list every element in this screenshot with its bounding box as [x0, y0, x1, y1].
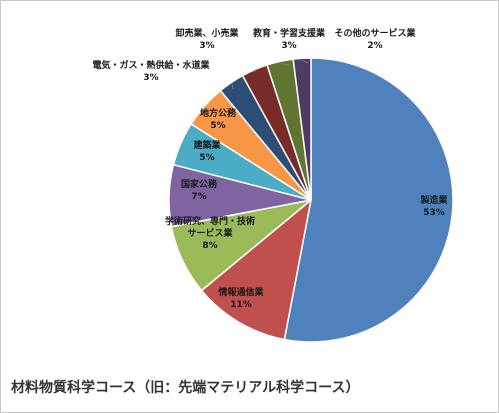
- slice-label-national-civil-service: 国家公務 7%: [181, 178, 218, 202]
- slice-percent-construction: 5%: [199, 153, 214, 163]
- slice-label-education: 教育・学習支援業 3%: [252, 27, 326, 51]
- slice-label-wholesale-retail: 卸売業、小売業 3%: [175, 27, 239, 51]
- pie-chart: 製造業 53% 情報通信業 11% 学術研究、専門・技術サービス業 8% 国家公務 7% 建築業…: [92, 27, 454, 343]
- pie-slice-ict: [200, 198, 313, 341]
- slice-name-academic-research: サービス業: [187, 227, 233, 239]
- pie-slice-manufacturing: [283, 57, 454, 343]
- slice-label-manufacturing: 製造業 53%: [419, 194, 448, 218]
- leader-line-other-services: [302, 59, 309, 64]
- slice-percent-wholesale-retail: 3%: [199, 41, 214, 51]
- pie-slices: [168, 57, 454, 343]
- slice-label-utilities: 電気・ガス・熱供給・水道業 3%: [92, 59, 210, 83]
- slice-label-local-civil-service: 地方公務 5%: [200, 107, 237, 131]
- slice-percent-utilities: 3%: [143, 73, 158, 83]
- slice-labels: 製造業 53% 情報通信業 11% 学術研究、専門・技術サービス業 8% 国家公務 7% 建築業…: [92, 27, 448, 310]
- slice-name-local-civil-service: 地方公務: [200, 107, 237, 119]
- slice-percent-manufacturing: 53%: [423, 208, 445, 218]
- slice-percent-ict: 11%: [230, 300, 252, 310]
- slice-name-manufacturing: 製造業: [419, 194, 448, 206]
- leader-line-utilities: [231, 84, 234, 90]
- leader-line-wholesale-retail: [255, 68, 257, 72]
- chart-caption: 材料物質科学コース（旧：先端マテリアル科学コース）: [11, 380, 360, 396]
- slice-percent-other-services: 2%: [367, 41, 382, 51]
- slice-name-wholesale-retail: 卸売業、小売業: [175, 27, 239, 39]
- slice-name-national-civil-service: 国家公務: [181, 178, 218, 190]
- slice-percent-academic-research: 8%: [202, 241, 217, 251]
- slice-name-other-services: その他のサービス業: [334, 27, 416, 39]
- slice-name-utilities: 電気・ガス・熱供給・水道業: [92, 59, 210, 71]
- slice-label-ict: 情報通信業 11%: [217, 286, 264, 310]
- pie-slice-other-services: [292, 57, 312, 201]
- slice-label-academic-research: 学術研究、専門・技術サービス業 8%: [165, 215, 255, 251]
- leader-lines: [231, 59, 309, 90]
- slice-name-construction: 建築業: [193, 139, 221, 151]
- slice-percent-local-civil-service: 5%: [210, 121, 225, 131]
- slice-name-ict: 情報通信業: [217, 286, 264, 298]
- slice-label-construction: 建築業 5%: [193, 139, 221, 163]
- slice-percent-national-civil-service: 7%: [191, 192, 206, 202]
- slice-name-education: 教育・学習支援業: [252, 27, 326, 39]
- slice-percent-education: 3%: [281, 41, 296, 51]
- slice-label-other-services: その他のサービス業 2%: [334, 27, 416, 51]
- slice-name-academic-research: 学術研究、専門・技術: [165, 215, 255, 227]
- leader-line-education: [280, 63, 291, 66]
